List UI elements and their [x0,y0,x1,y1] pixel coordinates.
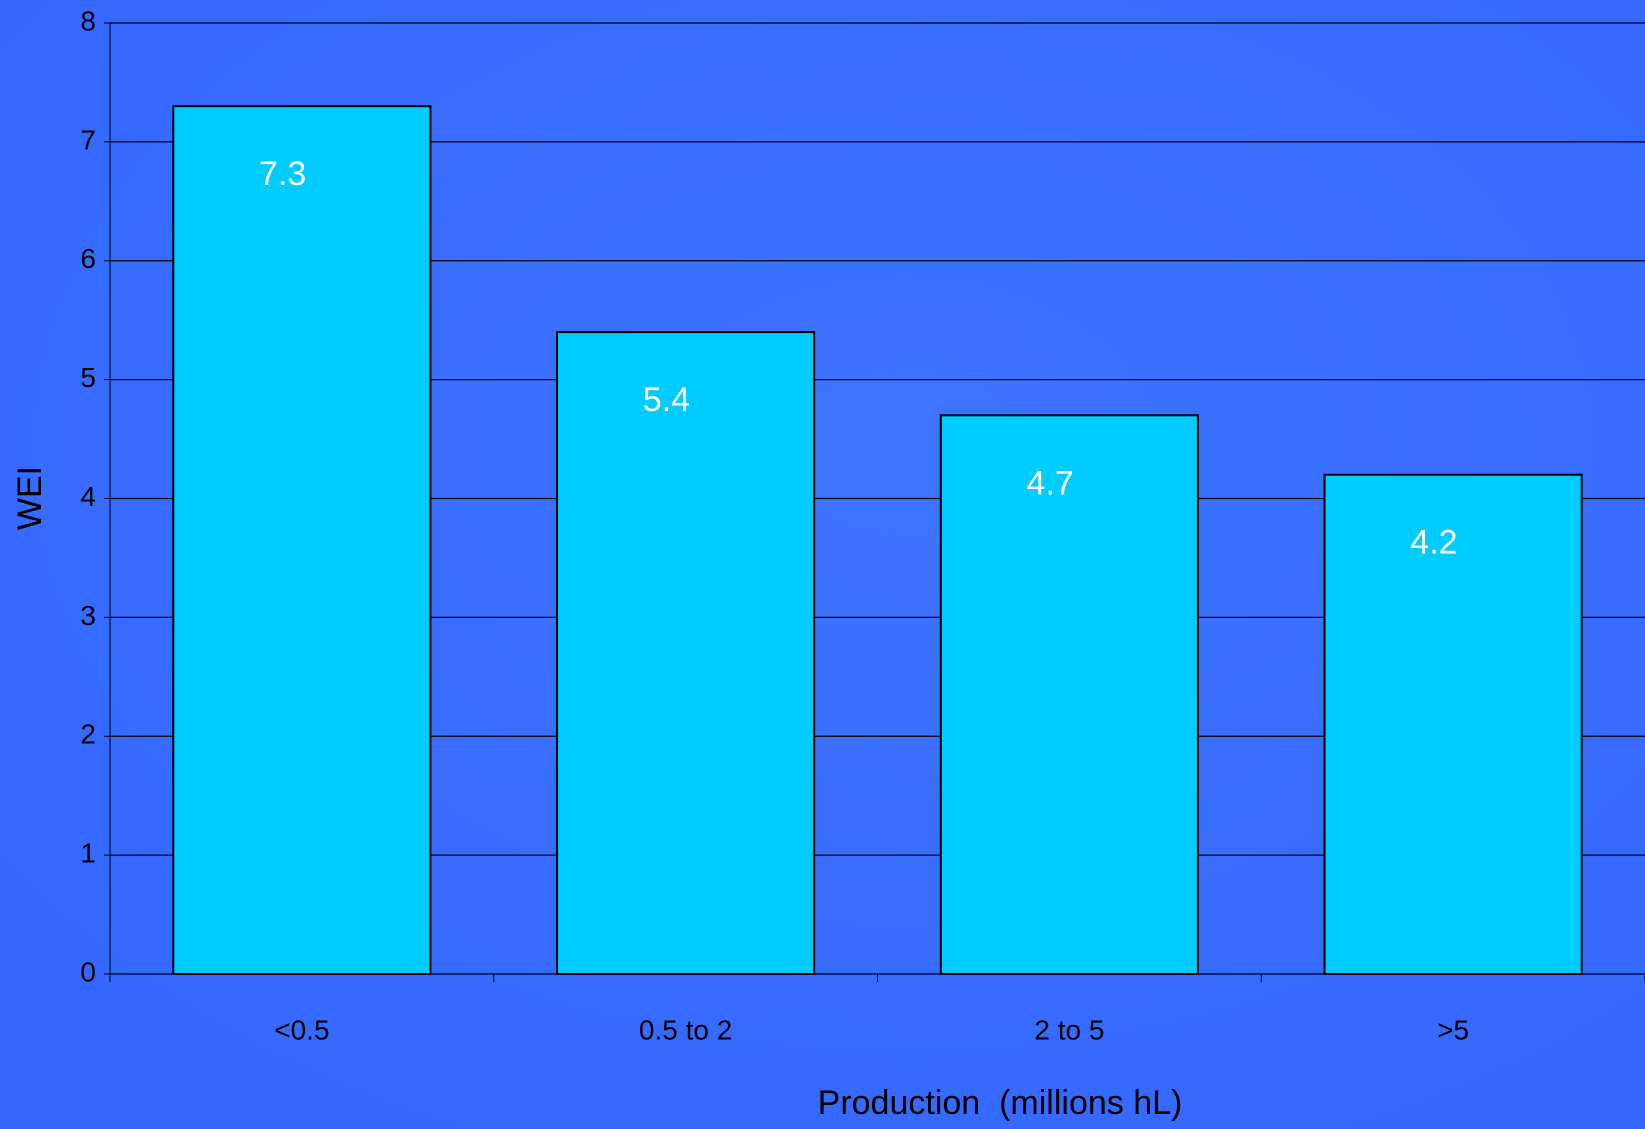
value-label: 4.7 [1027,464,1074,502]
y-tick-label: 6 [80,243,96,274]
bar [172,105,432,975]
x-axis-title: Production (millions hL) [818,1084,1183,1122]
y-tick-label: 4 [80,481,96,512]
x-tick-label: <0.5 [274,1014,329,1045]
y-tick-label: 3 [80,600,96,631]
value-label: 7.3 [259,155,306,193]
bar [939,414,1199,976]
bar [556,331,816,975]
value-label: 5.4 [643,381,690,419]
y-tick-label: 2 [80,719,96,750]
y-tick-label: 5 [80,362,96,393]
x-tick-label: 2 to 5 [1034,1014,1104,1045]
y-tick-label: 0 [80,956,96,987]
x-tick-label: >5 [1437,1014,1469,1045]
value-label: 4.2 [1410,524,1457,562]
y-tick-label: 1 [80,838,96,869]
bar [1323,473,1583,975]
y-tick-label: 7 [80,124,96,155]
y-axis-title: WEI [11,466,49,530]
x-tick-label: 0.5 to 2 [639,1014,732,1045]
y-tick-label: 8 [80,5,96,36]
